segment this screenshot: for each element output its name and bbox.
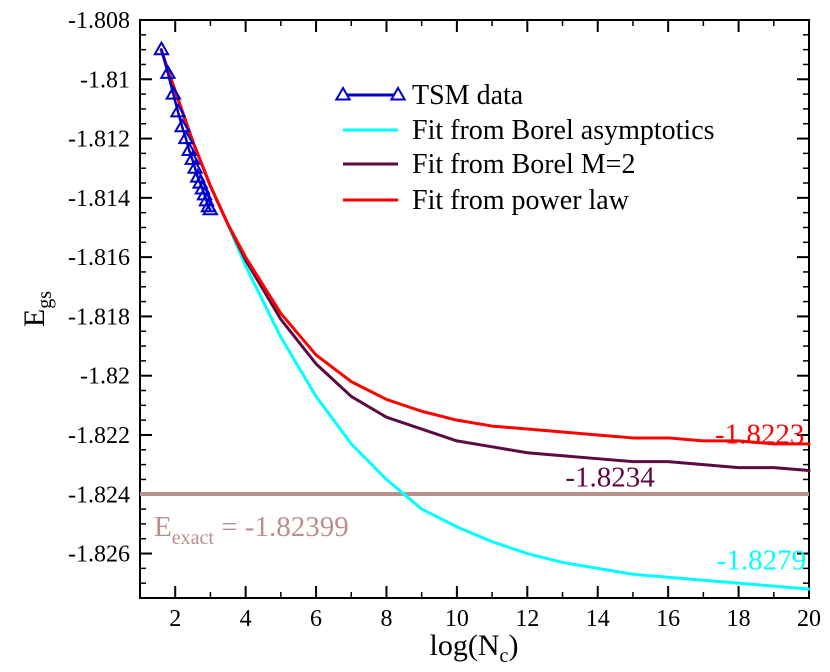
x-tick-label: 20 <box>797 606 821 632</box>
x-tick-label: 4 <box>240 606 252 632</box>
series-line-fit-from-power-law <box>159 48 811 446</box>
y-tick-label: -1.814 <box>68 186 130 212</box>
legend-marker <box>334 85 352 101</box>
tsm-data-point <box>169 102 187 118</box>
x-axis-title: log(Nc) <box>430 629 519 667</box>
tsm-data-markers <box>153 40 219 216</box>
tsm-data-point <box>180 141 198 156</box>
axis-ticks <box>139 19 810 599</box>
tsm-data-point <box>159 64 177 79</box>
x-tick-label: 8 <box>380 606 392 632</box>
x-tick-label: 14 <box>586 606 610 632</box>
legend-label: Fit from power law <box>412 185 630 216</box>
y-tick-label: -1.82 <box>80 364 130 390</box>
annotations: -1.8223 -1.8234 -1.8279 Eexact = -1.82399 <box>154 418 806 576</box>
tsm-data-point <box>201 200 219 216</box>
asymptote-label: -1.8234 <box>565 461 655 493</box>
y-tick-label: -1.822 <box>68 423 130 449</box>
legend-label: TSM data <box>412 80 524 111</box>
x-tick-label: 18 <box>727 606 751 632</box>
tsm-data-point <box>183 150 201 165</box>
exact-energy-label: Eexact = -1.82399 <box>154 511 349 549</box>
tsm-data-point <box>173 117 191 133</box>
asymptote-label: -1.8223 <box>715 418 804 450</box>
y-tick-labels: -1.808 -1.81 -1.812 -1.814 -1.816 -1.818 -1.82… <box>68 8 130 568</box>
y-tick-label: -1.818 <box>68 304 130 330</box>
x-tick-label: 6 <box>310 606 322 632</box>
series-line-fit-from-borel-m-2 <box>159 48 811 473</box>
legend-label: Fit from Borel M=2 <box>412 149 635 180</box>
plot-frame <box>139 19 810 599</box>
asymptote-label: -1.8279 <box>717 544 806 576</box>
legend-marker <box>389 85 407 101</box>
x-tick-label: 10 <box>445 606 469 632</box>
tsm-data-point <box>177 129 195 145</box>
x-tick-label: 16 <box>656 606 680 632</box>
y-tick-label: -1.808 <box>68 8 130 34</box>
y-tick-label: -1.812 <box>68 127 130 153</box>
y-tick-label: -1.826 <box>68 542 130 568</box>
legend-label: Fit from Borel asymptotics <box>412 115 715 146</box>
y-axis-title: Egs <box>18 291 56 327</box>
tsm-data-point <box>196 185 213 201</box>
y-tick-label: -1.816 <box>68 245 130 271</box>
x-tick-label: 12 <box>515 606 539 632</box>
y-tick-label: -1.81 <box>80 67 130 93</box>
x-tick-label: 2 <box>169 606 181 632</box>
tsm-data-point <box>164 85 182 100</box>
x-tick-labels: 2 4 6 8 10 12 14 16 18 20 <box>169 606 821 632</box>
y-tick-label: -1.824 <box>68 482 130 508</box>
tsm-data-point <box>198 191 215 207</box>
tsm-data-point <box>153 40 170 56</box>
